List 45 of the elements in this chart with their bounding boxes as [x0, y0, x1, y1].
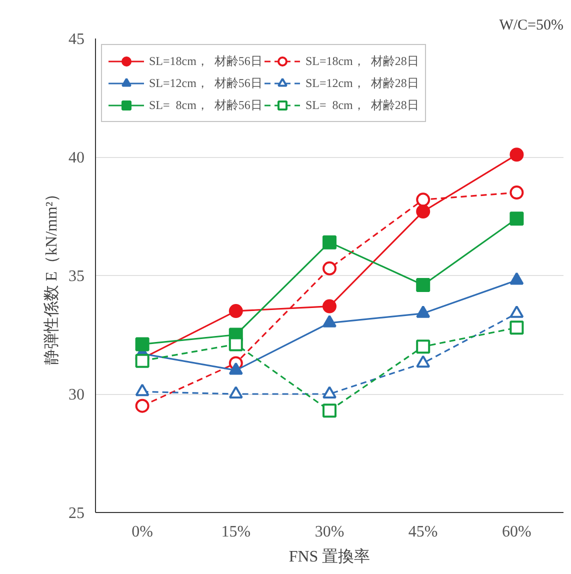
y-tick-label: 30: [68, 386, 84, 404]
legend-label: SL=18cm， 材齢56日: [149, 52, 262, 70]
point: [510, 186, 524, 200]
point: [416, 340, 430, 354]
x-tick-label: 60%: [502, 524, 532, 540]
point: [228, 337, 243, 352]
legend-label: SL=18cm， 材齢28日: [305, 52, 419, 70]
point: [322, 299, 336, 314]
legend-label: SL=12cm， 材齢56日: [149, 74, 262, 92]
point: [228, 362, 243, 375]
point: [510, 212, 524, 226]
y-tick-label: 40: [68, 150, 84, 166]
legend-label: SL=12cm， 材齢28日: [305, 74, 419, 92]
x-tick-label: 0%: [132, 524, 153, 540]
y-tick-label: 45: [68, 31, 84, 48]
point: [322, 386, 336, 398]
point: [416, 192, 430, 207]
point: [322, 404, 336, 418]
point: [135, 354, 150, 368]
point: [322, 314, 336, 328]
point: [510, 305, 524, 318]
point: [510, 272, 524, 285]
point: [322, 261, 336, 276]
y-tick-label: 25: [68, 505, 84, 522]
legend-label: SL= 8cm， 材齢28日: [305, 96, 419, 114]
point: [228, 304, 243, 318]
x-tick-label: 15%: [221, 524, 251, 540]
x-tick-label: 30%: [314, 524, 344, 540]
point: [135, 384, 150, 396]
legend-label: SL= 8cm， 材齢56日: [149, 96, 262, 114]
point: [510, 320, 524, 335]
point: [322, 235, 336, 250]
chart-title: W/C=50%: [499, 18, 564, 34]
point: [510, 148, 524, 162]
y-tick-label: 35: [68, 268, 84, 285]
x-tick-label: 45%: [408, 524, 438, 540]
point: [228, 386, 243, 398]
point: [416, 278, 430, 292]
point: [416, 204, 430, 218]
point: [135, 337, 150, 352]
y-axis-title: 静弾性係数 E（kN/mm²）: [42, 186, 60, 366]
point: [416, 355, 430, 368]
x-axis-title: FNS 置換率: [288, 548, 370, 566]
point: [416, 305, 430, 318]
point: [135, 398, 150, 413]
